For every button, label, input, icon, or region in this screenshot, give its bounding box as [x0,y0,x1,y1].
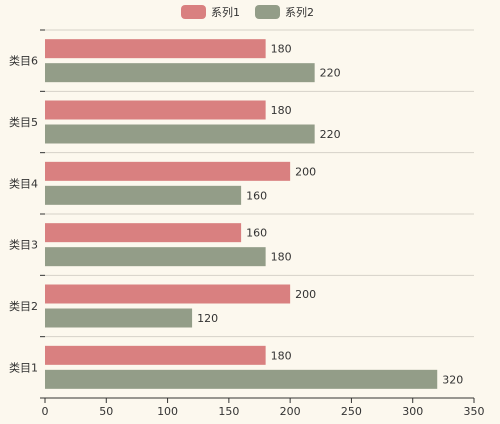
y-tick-label: 类目5 [9,115,38,129]
data-label: 220 [320,67,341,80]
bar-系列1-类目5[interactable] [45,100,266,120]
data-label: 320 [442,373,463,386]
data-label: 220 [320,128,341,141]
x-tick-label: 100 [157,405,178,418]
data-label: 180 [271,251,292,264]
data-label: 160 [246,189,267,202]
y-tick-label: 类目4 [9,176,38,190]
legend[interactable]: 系列1 系列2 [181,5,314,19]
bars: 180 320 200 120 160 180 200 160 180 220 180 220 [45,39,463,389]
bar-系列2-类目1[interactable] [45,369,438,389]
x-tick-label: 150 [218,405,239,418]
legend-swatch[interactable] [181,5,206,19]
bar-系列2-类目6[interactable] [45,63,315,83]
x-tick-label: 50 [99,405,113,418]
y-tick-label: 类目1 [9,360,38,374]
data-label: 180 [271,349,292,362]
data-label: 120 [197,312,218,325]
x-tick-label: 0 [42,405,49,418]
grid-lines [45,29,474,399]
data-label: 180 [271,43,292,56]
bar-系列2-类目3[interactable] [45,247,266,267]
legend-label[interactable]: 系列1 [211,5,240,19]
data-label: 200 [295,288,316,301]
bar-系列2-类目2[interactable] [45,308,193,328]
y-tick-label: 类目2 [9,299,38,313]
data-label: 160 [246,227,267,240]
axes: 类目1 类目2 类目3 类目4 类目5 类目6 0 50 100 150 200 250 300 350 [9,29,485,418]
bar-系列1-类目4[interactable] [45,161,291,181]
legend-swatch[interactable] [255,5,280,19]
bar-系列2-类目5[interactable] [45,124,315,144]
x-tick-label: 250 [341,405,362,418]
x-tick-label: 300 [402,405,423,418]
y-tick-label: 类目6 [9,54,38,68]
bar-系列1-类目6[interactable] [45,39,266,59]
legend-label[interactable]: 系列2 [285,5,314,19]
bar-系列1-类目2[interactable] [45,284,291,304]
y-tick-label: 类目3 [9,238,38,252]
bar-系列2-类目4[interactable] [45,185,242,205]
data-label: 200 [295,165,316,178]
x-tick-label: 350 [464,405,485,418]
bar-系列1-类目3[interactable] [45,223,242,243]
data-label: 180 [271,104,292,117]
x-tick-label: 200 [280,405,301,418]
bar-系列1-类目1[interactable] [45,345,266,365]
